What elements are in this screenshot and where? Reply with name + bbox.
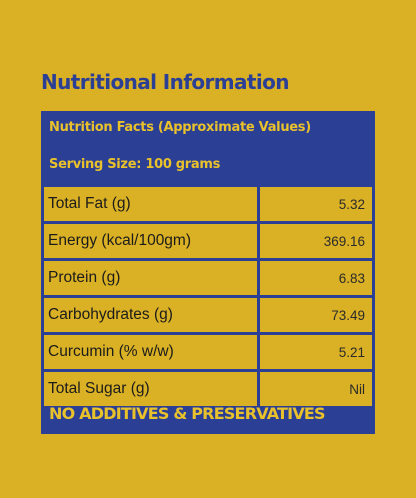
nutrient-value: 6.83 <box>260 261 372 295</box>
nutrient-name: Total Sugar (g) <box>44 372 257 406</box>
table-row: Carbohydrates (g) 73.49 <box>44 298 372 332</box>
table-row: Energy (kcal/100gm) 369.16 <box>44 224 372 258</box>
nutrient-value: 369.16 <box>260 224 372 258</box>
nutrient-name: Total Fat (g) <box>44 187 257 221</box>
nutrition-table: Total Fat (g) 5.32 Energy (kcal/100gm) 3… <box>44 187 372 409</box>
nutrient-value: 73.49 <box>260 298 372 332</box>
nutrient-name: Protein (g) <box>44 261 257 295</box>
table-row: Total Fat (g) 5.32 <box>44 187 372 221</box>
panel-title: Nutrition Facts (Approximate Values) <box>49 120 311 135</box>
nutrient-name: Curcumin (% w/w) <box>44 335 257 369</box>
serving-size: Serving Size: 100 grams <box>49 157 221 172</box>
table-row: Protein (g) 6.83 <box>44 261 372 295</box>
nutrient-value: 5.21 <box>260 335 372 369</box>
nutrient-name: Carbohydrates (g) <box>44 298 257 332</box>
nutrition-facts-panel: Nutrition Facts (Approximate Values) Ser… <box>41 111 375 434</box>
nutrient-name: Energy (kcal/100gm) <box>44 224 257 258</box>
table-row: Total Sugar (g) Nil <box>44 372 372 406</box>
nutrient-value: 5.32 <box>260 187 372 221</box>
no-additives-banner: NO ADDITIVES & PRESERVATIVES <box>49 404 326 423</box>
nutrient-value: Nil <box>260 372 372 406</box>
page-title: Nutritional Information <box>41 70 289 94</box>
table-row: Curcumin (% w/w) 5.21 <box>44 335 372 369</box>
